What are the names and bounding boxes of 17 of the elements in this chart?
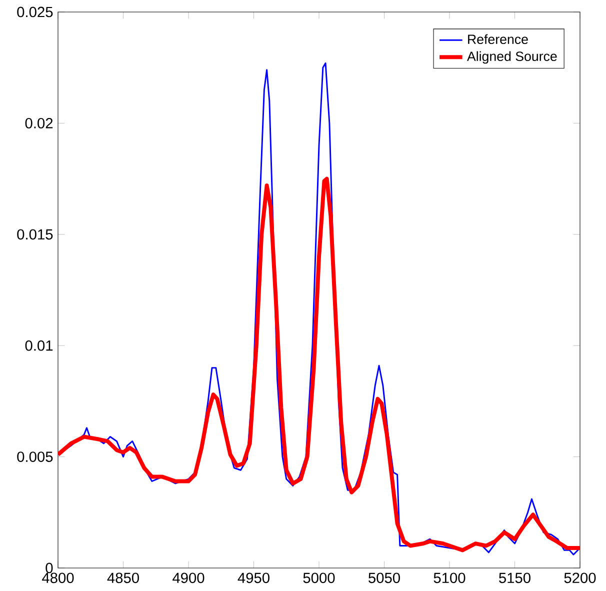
y-tick-label: 0.025 [17, 6, 53, 18]
x-tick-label: 5200 [564, 572, 596, 584]
y-tick-label: 0.01 [25, 340, 53, 351]
y-tick-label: 0.005 [17, 452, 53, 462]
x-tick-label: 5150 [499, 572, 530, 584]
y-tick-label: 0 [46, 562, 53, 574]
x-tick-label: 5100 [434, 572, 466, 584]
x-tick-label: 5050 [368, 572, 400, 584]
legend-label: Aligned Source [467, 51, 557, 64]
x-tick-label: 5000 [303, 572, 335, 584]
x-tick-label: 4850 [107, 572, 139, 584]
legend-label: Reference [468, 34, 528, 44]
x-tick-label: 4800 [42, 572, 74, 584]
x-tick-label: 4900 [172, 572, 204, 584]
x-tick-label: 4950 [238, 572, 270, 584]
y-tick-label: 0.02 [25, 118, 53, 128]
y-tick-label: 0.015 [17, 229, 53, 240]
